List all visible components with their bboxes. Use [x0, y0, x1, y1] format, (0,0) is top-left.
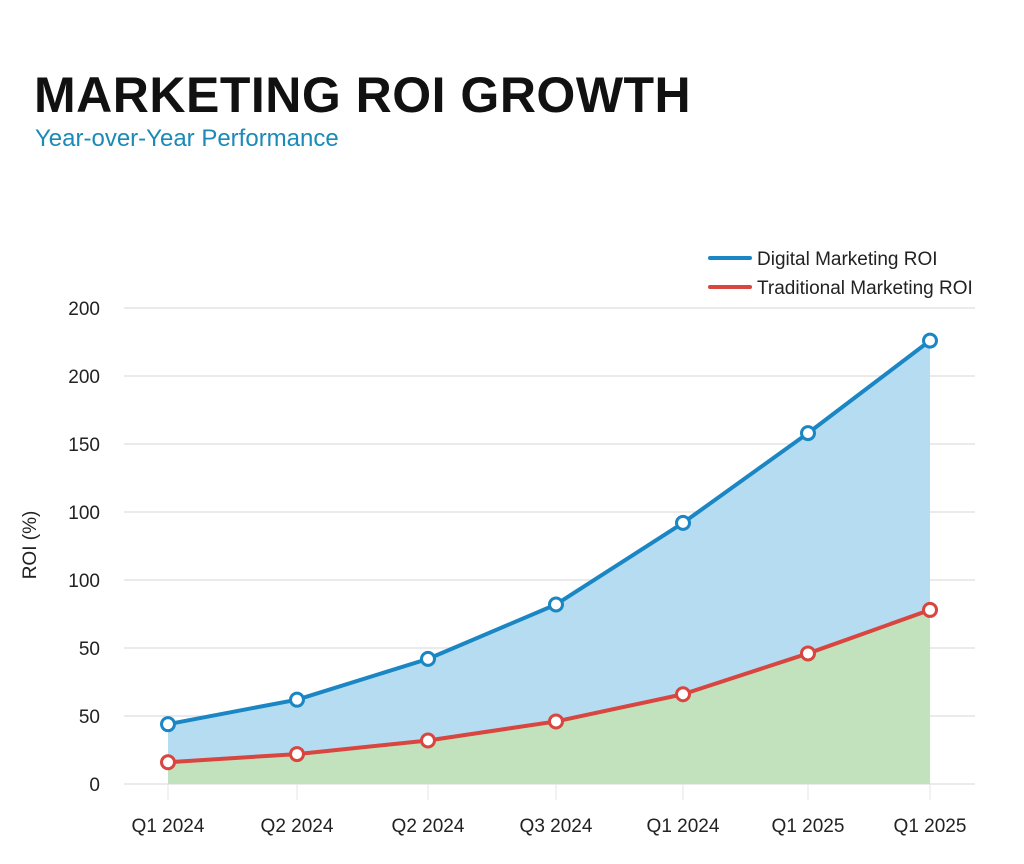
x-tick-label: Q1 2025 — [894, 816, 967, 837]
digital-point — [160, 716, 176, 733]
x-tick-label: Q3 2024 — [520, 816, 593, 837]
y-tick-label: 50 — [79, 639, 100, 660]
x-tick-label: Q1 2025 — [772, 816, 845, 837]
traditional-point — [922, 601, 938, 618]
traditional-area — [168, 609, 930, 784]
traditional-point — [420, 732, 436, 749]
legend-label: Traditional Marketing ROI — [757, 278, 973, 299]
chart-subtitle: Year-over-Year Performance — [35, 125, 339, 152]
y-tick-label: 50 — [79, 707, 100, 728]
chart-title: MARKETING ROI GROWTH — [34, 67, 692, 123]
y-tick-label: 200 — [68, 299, 100, 320]
traditional-point — [289, 746, 305, 763]
legend-label: Digital Marketing ROI — [757, 249, 938, 270]
x-tick-label: Q1 2024 — [647, 816, 720, 837]
digital-point — [420, 650, 436, 667]
y-tick-label: 100 — [68, 503, 100, 524]
x-tick-label: Q1 2024 — [132, 816, 205, 837]
y-tick-label: 100 — [68, 571, 100, 592]
digital-point — [675, 514, 691, 531]
traditional-point — [800, 645, 816, 662]
digital-area — [168, 340, 930, 784]
y-tick-label: 0 — [89, 775, 100, 796]
digital-point — [289, 691, 305, 708]
digital-point — [548, 596, 564, 613]
digital-point — [800, 425, 816, 442]
x-tick-label: Q2 2024 — [392, 816, 465, 837]
traditional-point — [160, 754, 176, 771]
traditional-point — [675, 686, 691, 703]
digital-point — [922, 332, 938, 349]
y-axis-label: ROI (%) — [20, 511, 41, 580]
traditional-point — [548, 713, 564, 730]
y-tick-label: 200 — [68, 367, 100, 388]
x-tick-label: Q2 2024 — [261, 816, 334, 837]
y-tick-label: 150 — [68, 435, 100, 456]
